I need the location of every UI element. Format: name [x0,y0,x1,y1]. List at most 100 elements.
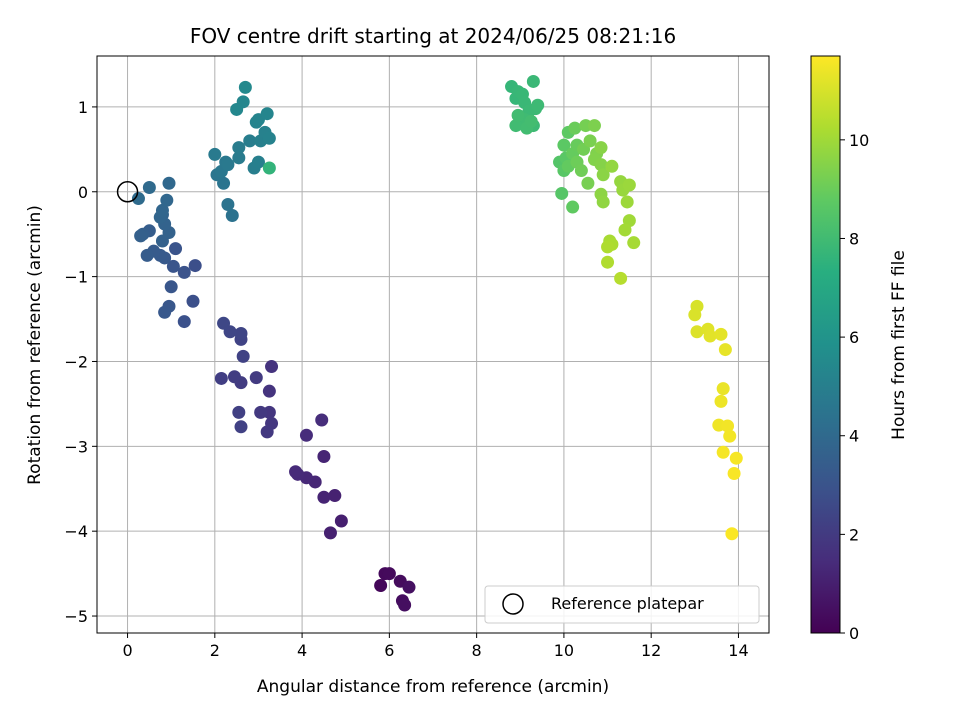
data-point [232,151,246,165]
x-tick-label: 8 [472,641,482,660]
legend: Reference platepar [484,585,760,624]
data-point [234,326,248,340]
data-point [230,102,244,116]
data-point [169,242,183,256]
data-point [289,465,303,479]
legend-entry-reference-platepar: Reference platepar [551,594,704,613]
data-point [398,598,412,612]
data-point [716,445,730,459]
data-point [727,466,741,480]
y-axis-label: Rotation from reference (arcmin) [25,205,45,485]
colorbar-gradient [810,55,841,634]
data-point [594,141,608,155]
data-point [688,308,702,322]
colorbar-ticks: 0 2 4 6 8 10 [840,131,869,643]
data-point [317,490,331,504]
data-point [155,203,169,217]
data-point [232,405,246,419]
data-point [221,197,235,211]
data-point [177,265,191,279]
data-point [334,514,348,528]
y-tick-label: 1 [78,98,88,117]
data-point [162,176,176,190]
data-point [555,186,569,200]
data-point [188,259,202,273]
y-tick-label: −1 [64,268,88,287]
data-point [323,526,337,540]
data-point [131,192,145,206]
data-point [317,450,331,464]
x-axis-ticks: 0 2 4 6 8 10 12 14 [122,633,749,660]
data-point [186,294,200,308]
y-tick-label: −3 [64,437,88,456]
data-point [158,305,172,319]
data-point [177,315,191,329]
chart-title: FOV centre drift starting at 2024/06/25 … [190,24,676,48]
data-point [614,271,628,285]
data-point [221,158,235,172]
data-point [227,370,241,384]
data-point [618,223,632,237]
data-point [262,384,276,398]
colorbar: 0 2 4 6 8 10 Hours from first FF file [810,55,909,643]
data-point [265,360,279,374]
colorbar-tick-label: 10 [849,131,869,150]
data-point [601,240,615,254]
data-point [225,209,239,223]
y-tick-label: −5 [64,607,88,626]
reference-platepar-marker [116,181,139,203]
data-point [714,394,728,408]
data-point [581,176,595,190]
data-point [524,114,538,128]
data-point [574,164,588,178]
x-tick-label: 4 [297,641,307,660]
data-point [164,280,178,294]
data-point [262,131,276,145]
data-point [596,168,610,182]
grid-lines [97,56,769,633]
legend-marker-open-circle [502,593,524,615]
data-point [166,259,180,273]
data-point [531,98,545,112]
data-point [243,134,257,148]
data-point [566,200,580,214]
data-point [236,349,250,363]
x-tick-label: 2 [210,641,220,660]
data-point [729,451,743,465]
data-point [703,329,717,343]
y-tick-label: −4 [64,522,88,541]
data-point [568,121,582,135]
data-point [214,371,228,385]
data-point [262,161,276,175]
data-point [134,229,148,243]
data-point [714,327,728,341]
x-tick-label: 0 [122,641,132,660]
data-point [160,193,174,207]
data-point [721,419,735,433]
data-point [594,158,608,172]
data-points [131,74,743,612]
colorbar-tick-label: 0 [849,624,859,643]
x-tick-label: 14 [728,641,748,660]
data-point [509,119,523,133]
data-point [315,413,329,427]
data-point [238,80,252,94]
data-point [217,316,231,330]
data-point [557,138,571,152]
data-point [142,181,156,195]
data-point [601,255,615,269]
data-point [234,420,248,434]
data-point [382,567,396,581]
data-point [251,155,265,169]
plot-frame [96,55,770,634]
x-axis-label: Angular distance from reference (arcmin) [257,677,609,697]
colorbar-label: Hours from first FF file [889,250,909,440]
y-axis-ticks: −5 −4 −3 −2 −1 0 1 [64,98,97,626]
data-point [260,107,274,121]
data-point [254,405,268,419]
data-point [605,159,619,173]
data-point [716,382,730,396]
data-point [596,195,610,209]
data-point [620,195,634,209]
